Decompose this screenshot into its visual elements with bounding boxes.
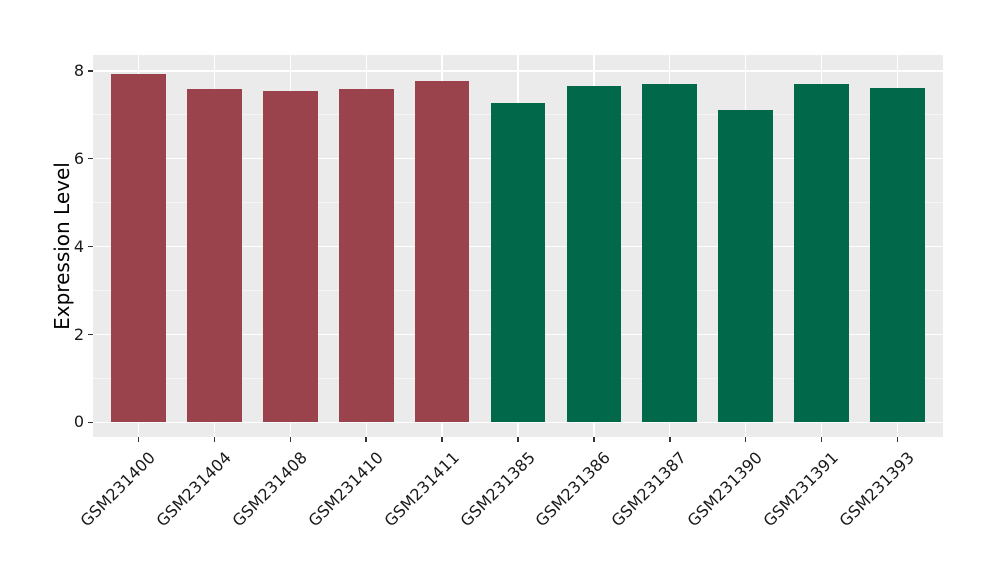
bar-GSM231408 [263, 91, 318, 423]
bar-GSM231411 [414, 81, 470, 423]
bar-GSM231410 [338, 89, 394, 423]
x-tick-label: GSM231387 [607, 448, 691, 531]
y-tick-label: 0 [73, 412, 84, 432]
bar-GSM231400 [111, 73, 166, 423]
y-axis-title: Expression Level [50, 162, 74, 330]
bar-GSM231391 [794, 84, 849, 423]
bar-GSM231387 [642, 84, 698, 423]
x-tick-mark [593, 437, 595, 442]
x-tick-mark [441, 437, 443, 442]
x-tick-mark [289, 437, 292, 442]
x-tick-mark [517, 437, 519, 442]
x-tick-mark [820, 437, 823, 442]
x-tick-label: GSM231404 [152, 448, 235, 531]
x-tick-label: GSM231400 [76, 448, 159, 531]
x-tick-mark [365, 437, 367, 442]
x-tick-label: GSM231390 [683, 448, 767, 531]
x-tick-label: GSM231391 [759, 448, 842, 531]
bar-GSM231385 [490, 102, 546, 423]
x-tick-label: GSM231393 [835, 448, 918, 531]
x-tick-mark [896, 437, 899, 442]
x-tick-mark [669, 437, 671, 442]
bar-GSM231393 [870, 87, 925, 423]
x-tick-label: GSM231411 [380, 448, 463, 531]
bar-GSM231404 [187, 89, 242, 423]
plot-panel [93, 55, 943, 437]
bar-GSM231390 [718, 110, 773, 423]
x-tick-label: GSM231410 [304, 448, 387, 531]
x-tick-mark [213, 437, 216, 442]
x-tick-mark [744, 437, 747, 442]
x-tick-label: GSM231386 [531, 448, 615, 531]
x-tick-mark [137, 437, 140, 442]
x-tick-label: GSM231385 [456, 448, 539, 531]
bar-GSM231386 [566, 86, 622, 423]
y-tick-label: 8 [73, 60, 84, 80]
x-tick-label: GSM231408 [228, 448, 311, 531]
